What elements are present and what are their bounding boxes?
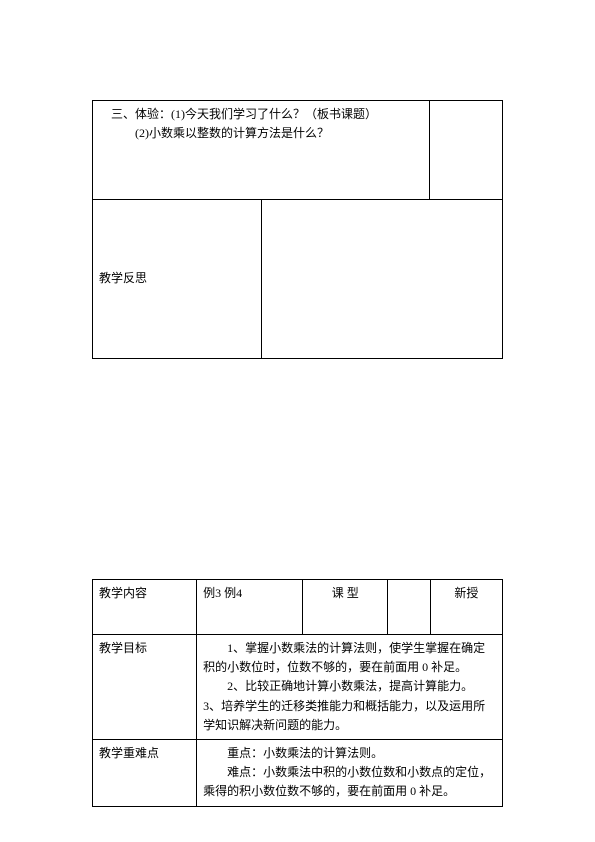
content-label: 教学内容: [99, 586, 147, 600]
reflection-label: 教学反思: [99, 271, 147, 285]
experience-cell: 三、体验：(1)今天我们学习了什么？（板书课题） (2)小数乘以整数的计算方法是…: [93, 101, 430, 200]
goal-text: 1、掌握小数乘法的计算法则，使学生掌握在确定积的小数位时，位数不够的，要在前面用…: [203, 639, 496, 735]
goal-label-cell: 教学目标: [93, 635, 197, 740]
table-experience-reflection: 三、体验：(1)今天我们学习了什么？（板书课题） (2)小数乘以整数的计算方法是…: [92, 100, 503, 359]
content-value: 例3 例4: [203, 586, 242, 600]
goal-text-cell: 1、掌握小数乘法的计算法则，使学生掌握在确定积的小数位时，位数不够的，要在前面用…: [197, 635, 503, 740]
experience-right-cell: [430, 101, 503, 200]
experience-text: 三、体验：(1)今天我们学习了什么？（板书课题） (2)小数乘以整数的计算方法是…: [99, 105, 423, 143]
keypoint-text: 重点：小数乘法的计算法则。 难点：小数乘法中积的小数位数和小数点的定位，乘得的积…: [203, 744, 496, 802]
keypoint-label-cell: 教学重难点: [93, 739, 197, 806]
reflection-content-cell: [261, 200, 503, 359]
keypoint-label: 教学重难点: [99, 746, 159, 760]
type-value-cell: 新授: [430, 580, 502, 635]
type-label: 课 型: [332, 586, 359, 600]
keypoint-text-cell: 重点：小数乘法的计算法则。 难点：小数乘法中积的小数位数和小数点的定位，乘得的积…: [197, 739, 503, 806]
goal-label: 教学目标: [99, 641, 147, 655]
reflection-label-cell: 教学反思: [93, 200, 262, 359]
type-value: 新授: [454, 586, 478, 600]
content-label-cell: 教学内容: [93, 580, 197, 635]
content-value-cell: 例3 例4: [197, 580, 303, 635]
table-lesson-plan: 教学内容 例3 例4 课 型 新授 教学目标 1、掌握小数乘法的计算法则，使学生…: [92, 579, 503, 807]
type-gap-cell: [388, 580, 430, 635]
type-label-cell: 课 型: [303, 580, 388, 635]
